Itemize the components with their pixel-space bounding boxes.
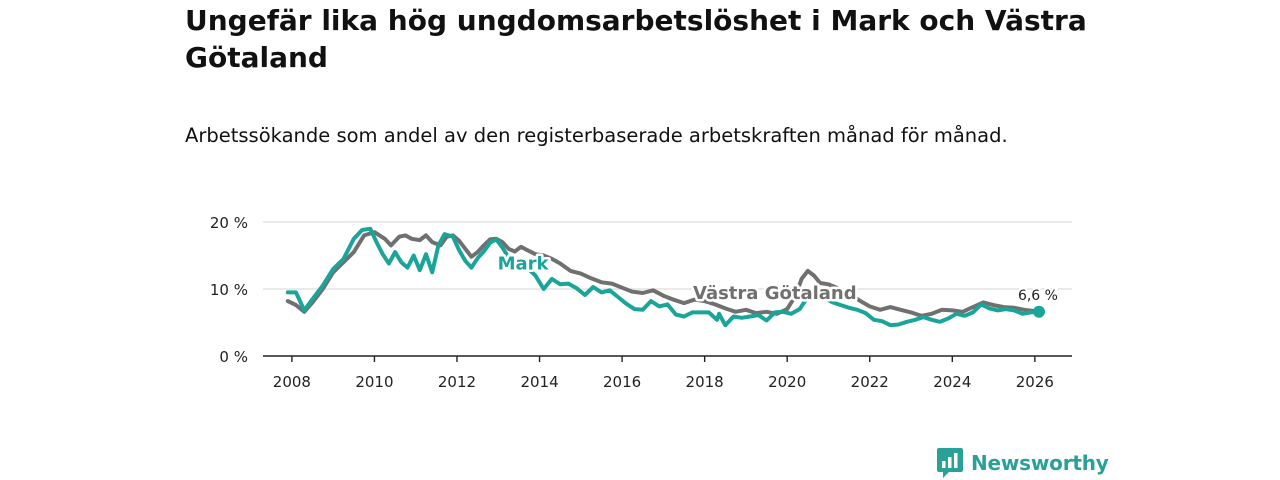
y-tick-label: 0 % <box>219 348 248 366</box>
series-line-västra-götaland <box>285 230 1043 318</box>
end-value-label: 6,6 % <box>1018 288 1058 304</box>
newsworthy-logo-icon <box>937 448 963 478</box>
x-tick-label: 2008 <box>273 373 311 391</box>
series-label-västra-götaland: Västra Götaland <box>693 283 857 304</box>
chart-subtitle: Arbetssökande som andel av den registerb… <box>185 124 1008 147</box>
x-tick-label: 2026 <box>1016 373 1054 391</box>
x-tick-label: 2018 <box>686 373 724 391</box>
newsworthy-brand: Newsworthy <box>937 448 1109 478</box>
page-title: Ungefär lika hög ungdomsarbetslöshet i M… <box>185 4 1087 74</box>
x-tick-label: 2010 <box>355 373 393 391</box>
end-point-marker <box>1032 305 1045 318</box>
brand-name: Newsworthy <box>971 451 1109 475</box>
series-label-mark: Mark <box>498 254 550 275</box>
y-tick-label: 10 % <box>210 281 248 299</box>
x-tick-label: 2014 <box>520 373 558 391</box>
x-tick-label: 2016 <box>603 373 641 391</box>
x-tick-label: 2024 <box>933 373 971 391</box>
x-tick-label: 2022 <box>851 373 889 391</box>
x-tick-label: 2012 <box>438 373 476 391</box>
series-line-mark <box>285 226 1041 328</box>
x-tick-label: 2020 <box>768 373 806 391</box>
y-tick-label: 20 % <box>210 214 248 232</box>
